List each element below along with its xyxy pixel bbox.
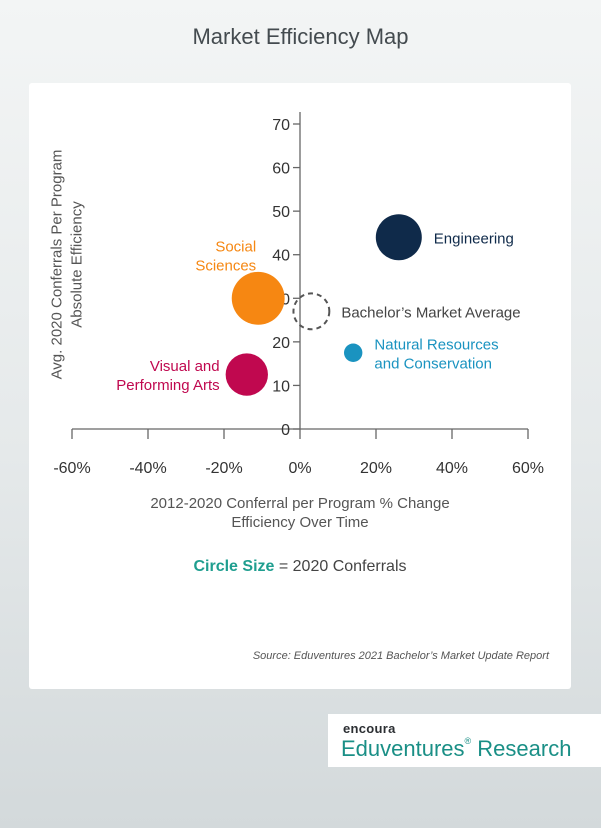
- x-tick-label: 40%: [436, 460, 468, 477]
- data-point-label: and Conservation: [374, 355, 492, 372]
- x-tick-label: -20%: [205, 460, 242, 477]
- data-point-label: Bachelor’s Market Average: [341, 304, 520, 321]
- x-tick-label: -40%: [129, 460, 166, 477]
- data-point-bubble: [344, 343, 363, 362]
- encoura-logo-text: encoura: [343, 721, 396, 736]
- eduventures-name: Eduventures: [341, 736, 465, 761]
- y-tick-label: 60: [272, 161, 290, 178]
- data-point-label: Visual and: [150, 358, 220, 375]
- data-point-label: Natural Resources: [374, 336, 498, 353]
- source-note: Source: Eduventures 2021 Bachelor’s Mark…: [252, 650, 549, 662]
- data-point-bubble: [375, 214, 422, 261]
- page-title: Market Efficiency Map: [192, 24, 409, 49]
- brand-logo: encoura Eduventures® Research: [328, 714, 601, 767]
- x-axis-sublabel: Efficiency Over Time: [231, 514, 369, 531]
- data-point-label: Engineering: [434, 230, 514, 247]
- data-points: Engineering Social Sciences Bachelor’s Mark…: [116, 214, 521, 396]
- data-point-bubble: [231, 271, 285, 325]
- axes: -60%-40%-20%0%20%40%60%010203040506070: [53, 112, 544, 477]
- x-tick-label: -60%: [53, 460, 90, 477]
- data-point-bubble: [225, 353, 268, 396]
- scatter-chart: -60%-40%-20%0%20%40%60%010203040506070 E…: [53, 112, 544, 477]
- x-tick-label: 20%: [360, 460, 392, 477]
- size-legend-highlight: Circle Size: [193, 558, 275, 575]
- y-axis-sublabel: Absolute Efficiency: [68, 201, 86, 328]
- data-point-label: Sciences: [195, 257, 256, 274]
- x-axis-label: 2012-2020 Conferral per Program % Change: [150, 495, 450, 512]
- registered-mark: ®: [464, 736, 472, 746]
- y-tick-label: 70: [272, 117, 290, 134]
- y-tick-label: 50: [272, 204, 290, 221]
- data-point-bubble: [292, 292, 331, 331]
- y-tick-label: 40: [272, 248, 290, 265]
- y-tick-label: 20: [272, 335, 290, 352]
- data-point-label: Performing Arts: [116, 377, 219, 394]
- chart-card: -60%-40%-20%0%20%40%60%010203040506070 E…: [29, 83, 571, 689]
- y-tick-label: 0: [281, 422, 290, 439]
- size-legend-text: = 2020 Conferrals: [274, 558, 407, 575]
- data-point-label: Social: [215, 238, 256, 255]
- x-tick-label: 60%: [512, 460, 544, 477]
- y-tick-label: 10: [272, 378, 290, 395]
- eduventures-logo-text: Eduventures® Research: [341, 736, 571, 762]
- research-suffix: Research: [471, 736, 572, 761]
- x-tick-label: 0%: [288, 460, 311, 477]
- size-legend: Circle Size = 2020 Conferrals: [29, 558, 571, 576]
- y-axis-label: Avg. 2020 Conferrals Per Program: [48, 149, 66, 380]
